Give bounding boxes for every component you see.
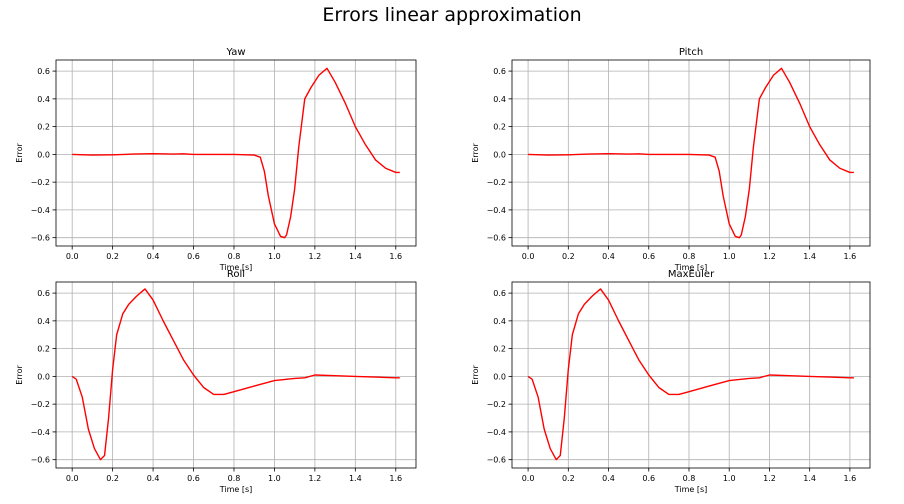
x-tick-label: 0.0 <box>66 252 79 261</box>
y-tick-label: 0.2 <box>37 345 50 354</box>
y-tick-label: 0.6 <box>37 289 50 298</box>
y-tick-label: 0.2 <box>493 345 506 354</box>
y-tick-label: 0.4 <box>493 317 506 326</box>
y-tick-label: 0.2 <box>493 123 506 132</box>
chart-title: Pitch <box>679 47 703 58</box>
x-tick-label: 0.6 <box>642 474 655 483</box>
series-line <box>72 67 400 239</box>
y-axis-label: Error <box>471 143 480 163</box>
chart-title: Roll <box>227 269 245 280</box>
y-tick-label: −0.6 <box>487 456 506 465</box>
x-axis-label: Time [s] <box>674 263 708 272</box>
x-tick-label: 1.4 <box>803 252 816 261</box>
x-tick-label: 0.2 <box>106 474 119 483</box>
x-tick-label: 1.4 <box>349 474 362 483</box>
chart-roll: 0.0 0.2 0.4 0.6 0.8 1.0 1.2 1.4 1.6 −0.6 −0.4 −0.2 0… <box>15 269 417 494</box>
x-tick-label: 0.4 <box>602 474 615 483</box>
chart-pitch: 0.0 0.2 0.4 0.6 0.8 1.0 1.2 1.4 1.6 −0.6 −0.4 −0.2 0… <box>471 47 871 272</box>
x-tick-label: 0.2 <box>562 474 575 483</box>
x-tick-label: 1.2 <box>309 474 322 483</box>
y-tick-label: 0.0 <box>37 150 50 159</box>
y-axis-label: Error <box>15 143 24 163</box>
x-axis-label: Time [s] <box>674 485 708 494</box>
y-tick-label: 0.6 <box>493 67 506 76</box>
y-tick-label: −0.2 <box>487 400 506 409</box>
x-tick-label: 0.2 <box>106 252 119 261</box>
x-tick-label: 1.0 <box>268 252 281 261</box>
x-tick-label: 1.2 <box>309 252 322 261</box>
y-tick-label: −0.6 <box>487 234 506 243</box>
y-tick-label: −0.6 <box>31 456 50 465</box>
x-tick-label: 0.4 <box>602 252 615 261</box>
chart-yaw: 0.0 0.2 0.4 0.6 0.8 1.0 1.2 1.4 1.6 −0.6 −0.4 −0.2 0… <box>15 47 417 272</box>
x-tick-label: 0.8 <box>683 474 696 483</box>
series-line <box>71 288 400 461</box>
x-tick-label: 1.0 <box>723 474 736 483</box>
x-tick-label: 1.6 <box>389 252 402 261</box>
y-tick-label: 0.0 <box>493 372 506 381</box>
y-tick-label: −0.2 <box>31 178 50 187</box>
x-tick-label: 0.2 <box>562 252 575 261</box>
y-tick-label: −0.6 <box>31 234 50 243</box>
y-tick-label: −0.2 <box>31 400 50 409</box>
x-tick-label: 1.2 <box>763 474 776 483</box>
x-tick-label: 0.4 <box>147 252 160 261</box>
y-tick-label: −0.2 <box>487 178 506 187</box>
figure-title: Errors linear approximation <box>322 4 582 26</box>
y-tick-label: 0.2 <box>37 123 50 132</box>
y-tick-label: −0.4 <box>487 428 506 437</box>
y-tick-label: −0.4 <box>487 206 506 215</box>
y-tick-label: 0.4 <box>493 95 506 104</box>
x-tick-label: 1.2 <box>763 252 776 261</box>
x-tick-label: 1.6 <box>389 474 402 483</box>
y-tick-label: 0.4 <box>37 95 50 104</box>
x-tick-label: 1.6 <box>844 252 857 261</box>
x-tick-label: 0.0 <box>66 474 79 483</box>
y-tick-label: −0.4 <box>31 428 50 437</box>
series-line <box>527 288 854 461</box>
series-line <box>528 67 854 239</box>
axes-frame <box>55 281 417 469</box>
x-tick-label: 0.8 <box>683 252 696 261</box>
x-tick-label: 1.4 <box>349 252 362 261</box>
x-tick-label: 0.6 <box>187 474 200 483</box>
x-axis-label: Time [s] <box>219 485 253 494</box>
x-tick-label: 0.6 <box>187 252 200 261</box>
chart-title: Yaw <box>225 47 245 58</box>
y-tick-label: 0.6 <box>493 289 506 298</box>
axes-frame <box>511 281 871 469</box>
y-tick-label: 0.6 <box>37 67 50 76</box>
x-tick-label: 0.0 <box>522 474 535 483</box>
y-tick-label: 0.0 <box>493 150 506 159</box>
x-tick-label: 1.0 <box>723 252 736 261</box>
x-tick-label: 1.0 <box>268 474 281 483</box>
x-axis-label: Time [s] <box>219 263 253 272</box>
x-tick-label: 0.8 <box>228 474 241 483</box>
x-tick-label: 0.0 <box>522 252 535 261</box>
y-tick-label: 0.0 <box>37 372 50 381</box>
chart-title: MaxEuler <box>668 269 715 280</box>
x-tick-label: 0.4 <box>147 474 160 483</box>
chart-maxeuler: 0.0 0.2 0.4 0.6 0.8 1.0 1.2 1.4 1.6 −0.6 −0.4 −0.2 0… <box>471 269 871 494</box>
x-tick-label: 1.6 <box>844 474 857 483</box>
y-tick-label: 0.4 <box>37 317 50 326</box>
y-axis-label: Error <box>471 365 480 385</box>
axes-frame <box>55 59 417 247</box>
x-tick-label: 0.8 <box>228 252 241 261</box>
y-tick-label: −0.4 <box>31 206 50 215</box>
x-tick-label: 1.4 <box>803 474 816 483</box>
x-tick-label: 0.6 <box>642 252 655 261</box>
y-axis-label: Error <box>15 365 24 385</box>
axes-frame <box>511 59 871 247</box>
